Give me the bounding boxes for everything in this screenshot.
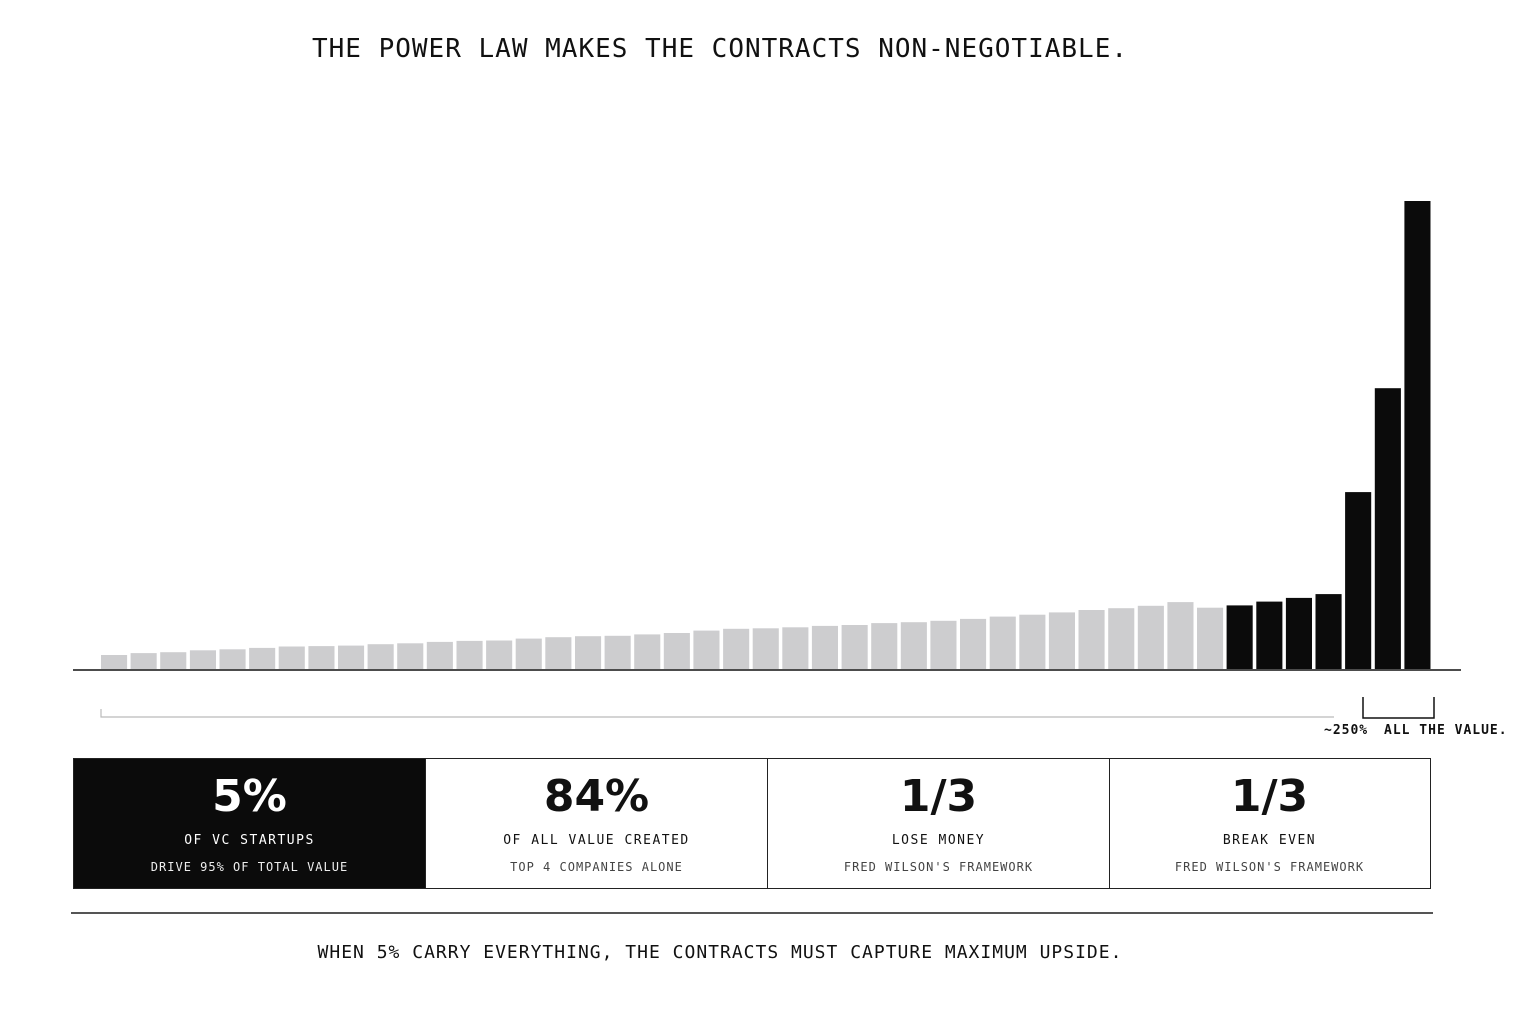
chart-bar <box>189 650 216 669</box>
stat-value: 1/3 <box>1230 771 1309 822</box>
chart-bar <box>1108 608 1135 669</box>
stat-card: 1/3 BREAK EVEN FRED WILSON'S FRAMEWORK <box>1109 759 1429 888</box>
chart-bar <box>663 633 690 669</box>
stat-card: 84% OF ALL VALUE CREATED TOP 4 COMPANIES… <box>425 759 767 888</box>
chart-bar <box>1315 594 1342 669</box>
chart-bar <box>1374 388 1401 669</box>
footer-divider <box>71 912 1433 914</box>
chart-bar <box>811 625 838 669</box>
chart-bar <box>604 635 631 669</box>
chart-bar <box>338 645 365 669</box>
chart-bar <box>130 653 157 669</box>
stat-label: BREAK EVEN <box>1222 833 1317 848</box>
chart-bar <box>486 640 513 669</box>
bar-chart <box>73 201 1461 719</box>
chart-bar <box>960 618 987 669</box>
chart-bar <box>101 655 128 669</box>
chart-bar <box>1226 605 1253 669</box>
chart-bar <box>1048 612 1075 669</box>
range-bracket-minor <box>100 709 1334 718</box>
stat-value: 1/3 <box>899 771 978 822</box>
axis-note-label: ~250% <box>1324 723 1369 738</box>
stat-sub: FRED WILSON'S FRAMEWORK <box>843 860 1034 874</box>
range-bracket-top <box>1362 697 1435 719</box>
chart-bar <box>515 638 542 669</box>
chart-bar <box>160 652 187 669</box>
highlight-label: ALL THE VALUE. <box>1384 723 1508 738</box>
chart-bar <box>634 634 661 669</box>
chart-bar <box>1256 601 1283 669</box>
stat-value: 5% <box>212 771 287 822</box>
chart-bar <box>900 622 927 669</box>
chart-bar <box>989 616 1016 669</box>
chart-bar <box>456 640 483 669</box>
chart-bar <box>308 646 335 669</box>
chart-bar <box>278 646 305 669</box>
chart-bar <box>1078 610 1105 669</box>
chart-bar <box>426 641 453 669</box>
chart-bar <box>1167 602 1194 669</box>
chart-bar <box>930 620 957 669</box>
chart-bar <box>219 649 246 669</box>
stat-sub: TOP 4 COMPANIES ALONE <box>510 860 683 874</box>
stat-label: OF VC STARTUPS <box>184 833 315 848</box>
stat-sub: DRIVE 95% OF TOTAL VALUE <box>150 860 349 874</box>
chart-bar <box>1019 614 1046 669</box>
footer-statement: WHEN 5% CARRY EVERYTHING, THE CONTRACTS … <box>317 942 1123 963</box>
bar-group <box>101 201 1431 669</box>
chart-bar <box>1197 607 1224 669</box>
chart-bar <box>249 647 276 669</box>
chart-bar <box>545 637 572 669</box>
chart-bar <box>397 643 424 669</box>
stat-value: 84% <box>543 771 650 822</box>
chart-bar <box>1137 605 1164 669</box>
stats-row: 5% OF VC STARTUPS DRIVE 95% OF TOTAL VAL… <box>73 758 1431 889</box>
page-title: THE POWER LAW MAKES THE CONTRACTS NON-NE… <box>311 34 1128 64</box>
stat-label: LOSE MONEY <box>891 833 986 848</box>
chart-bar <box>1404 201 1431 669</box>
chart-bar <box>575 636 602 669</box>
chart-bar <box>723 628 750 669</box>
stat-card: 5% OF VC STARTUPS DRIVE 95% OF TOTAL VAL… <box>74 759 425 888</box>
stat-sub: FRED WILSON'S FRAMEWORK <box>1174 860 1365 874</box>
chart-bar <box>871 623 898 669</box>
chart-bar <box>1285 597 1312 669</box>
chart-bar <box>693 630 720 669</box>
chart-bar <box>782 627 809 669</box>
chart-bar <box>752 628 779 669</box>
chart-bar <box>1345 492 1372 669</box>
chart-bar <box>367 644 394 669</box>
stat-card: 1/3 LOSE MONEY FRED WILSON'S FRAMEWORK <box>767 759 1109 888</box>
stat-label: OF ALL VALUE CREATED <box>503 833 690 848</box>
chart-bar <box>841 625 868 669</box>
